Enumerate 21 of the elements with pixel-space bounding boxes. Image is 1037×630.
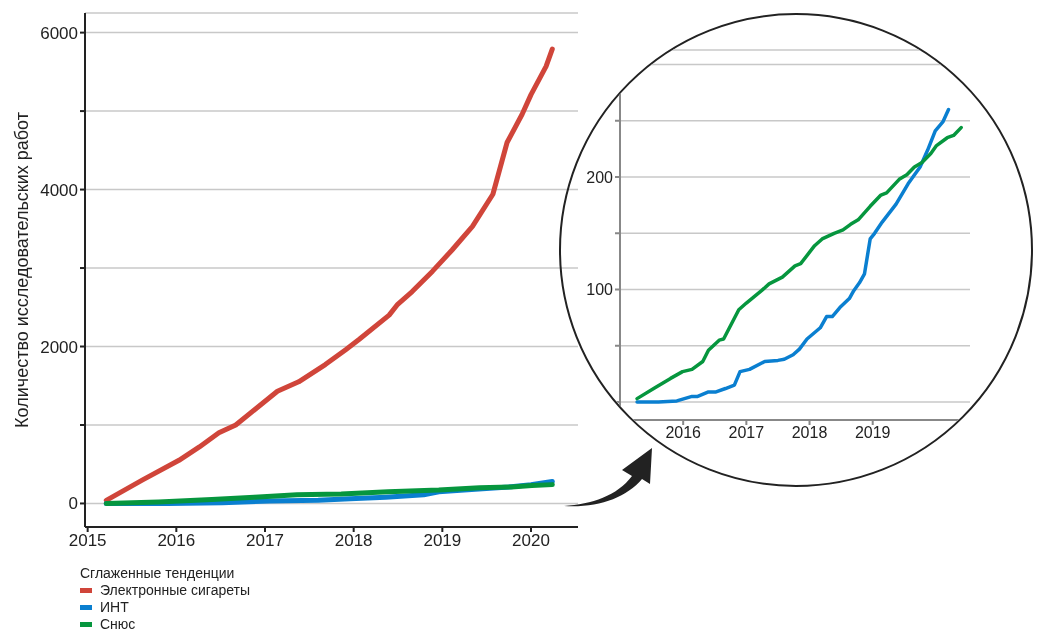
legend-title: Сглаженные тенденции	[80, 565, 236, 582]
y-tick-label: 100	[586, 281, 614, 299]
x-tick-label: 2016	[665, 424, 702, 442]
y-tick-label: 2000	[40, 337, 78, 357]
x-tick-label: 2016	[157, 531, 196, 551]
y-tick-label: 200	[586, 168, 614, 186]
legend-label: Снюс	[100, 616, 136, 630]
legend-label: Электронные сигареты	[100, 582, 251, 599]
y-tick-label: 6000	[40, 23, 78, 43]
x-tick-label: 2017	[728, 424, 765, 442]
x-tick-label: 2020	[512, 531, 550, 551]
x-tick-label: 2018	[334, 531, 373, 551]
x-tick-label: 2015	[68, 531, 107, 551]
x-tick-label: 2018	[791, 424, 828, 442]
x-tick-label: 2019	[854, 424, 891, 442]
legend-label: ИНТ	[100, 599, 129, 616]
y-tick-label: 0	[68, 494, 78, 514]
y-tick-label: 4000	[40, 180, 78, 200]
x-tick-label: 2017	[246, 531, 284, 551]
y-axis-title: Количество исследовательских работ	[11, 112, 33, 428]
x-tick-label: 2019	[423, 531, 462, 551]
